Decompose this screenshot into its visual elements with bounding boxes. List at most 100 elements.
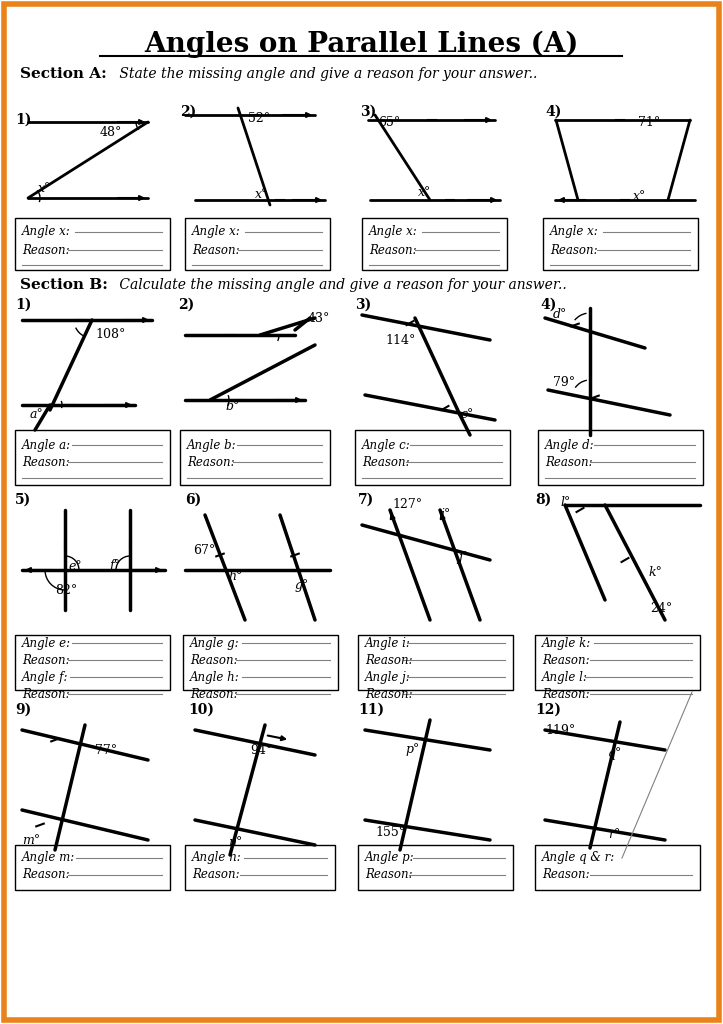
FancyBboxPatch shape [538, 430, 703, 485]
Text: Reason:: Reason: [369, 244, 416, 256]
Text: 71°: 71° [638, 117, 660, 129]
Text: Reason:: Reason: [22, 653, 69, 667]
Text: x°: x° [255, 188, 268, 202]
Text: d°: d° [553, 308, 568, 322]
Text: Reason:: Reason: [192, 244, 239, 256]
Text: l°: l° [560, 497, 570, 510]
Text: Angle n:: Angle n: [192, 852, 241, 864]
Text: Angle f:: Angle f: [22, 671, 69, 683]
Text: Reason:: Reason: [542, 868, 590, 882]
Text: Section A:: Section A: [20, 67, 107, 81]
Text: Reason:: Reason: [365, 687, 413, 700]
Text: Angle m:: Angle m: [22, 852, 75, 864]
Text: m°: m° [22, 834, 40, 847]
Text: 67°: 67° [193, 544, 215, 556]
Text: 2): 2) [180, 105, 196, 119]
Text: Angle b:: Angle b: [187, 438, 236, 452]
Text: Reason:: Reason: [542, 687, 590, 700]
Text: 5): 5) [15, 493, 31, 507]
Text: f°: f° [110, 559, 121, 572]
Text: Angle j:: Angle j: [365, 671, 411, 683]
Text: State the missing angle and give a reason for your answer..: State the missing angle and give a reaso… [115, 67, 537, 81]
Text: c°: c° [460, 409, 474, 422]
Text: 11): 11) [358, 703, 384, 717]
Text: Angle h:: Angle h: [190, 671, 240, 683]
FancyBboxPatch shape [543, 218, 698, 270]
Text: Angles on Parallel Lines (A): Angles on Parallel Lines (A) [144, 31, 578, 57]
Text: Angle e:: Angle e: [22, 637, 71, 649]
Text: a°: a° [30, 409, 44, 422]
Text: Section B:: Section B: [20, 278, 108, 292]
Text: 24°: 24° [650, 601, 672, 614]
Text: 1): 1) [15, 298, 31, 312]
FancyBboxPatch shape [183, 635, 338, 690]
FancyBboxPatch shape [362, 218, 507, 270]
Text: 108°: 108° [95, 329, 125, 341]
Text: Angle g:: Angle g: [190, 637, 239, 649]
Text: Angle c:: Angle c: [362, 438, 411, 452]
FancyBboxPatch shape [15, 430, 170, 485]
Text: 10): 10) [188, 703, 214, 717]
Text: Angle x:: Angle x: [22, 225, 71, 239]
Text: 48°: 48° [100, 126, 122, 138]
Text: 79°: 79° [553, 377, 575, 389]
Text: Reason:: Reason: [22, 456, 69, 469]
Text: n°: n° [228, 837, 242, 850]
Text: e°: e° [68, 559, 82, 572]
Text: 82°: 82° [55, 584, 77, 597]
Text: q°: q° [608, 746, 623, 760]
Text: Reason:: Reason: [22, 244, 69, 256]
Text: p°: p° [405, 743, 419, 757]
Text: Reason:: Reason: [545, 456, 593, 469]
Text: x°: x° [418, 185, 431, 199]
FancyBboxPatch shape [358, 635, 513, 690]
Text: Reason:: Reason: [365, 868, 413, 882]
FancyBboxPatch shape [15, 845, 170, 890]
FancyBboxPatch shape [185, 845, 335, 890]
FancyBboxPatch shape [180, 430, 330, 485]
Text: 119°: 119° [545, 724, 576, 736]
Text: Angle i:: Angle i: [365, 637, 411, 649]
Text: Reason:: Reason: [22, 687, 69, 700]
Text: Reason:: Reason: [190, 687, 238, 700]
Text: x°: x° [633, 189, 646, 203]
Text: Angle x:: Angle x: [550, 225, 599, 239]
Text: b°: b° [225, 400, 239, 414]
FancyBboxPatch shape [15, 218, 170, 270]
Text: Reason:: Reason: [190, 653, 238, 667]
Text: Reason:: Reason: [192, 868, 239, 882]
Text: Angle x:: Angle x: [369, 225, 418, 239]
Text: 114°: 114° [385, 334, 416, 346]
Text: Reason:: Reason: [187, 456, 235, 469]
Text: 4): 4) [545, 105, 561, 119]
Text: 1): 1) [15, 113, 31, 127]
Text: 9): 9) [15, 703, 31, 717]
Text: 2): 2) [178, 298, 194, 312]
Text: 77°: 77° [95, 743, 117, 757]
Text: 12): 12) [535, 703, 561, 717]
Text: Angle p:: Angle p: [365, 852, 414, 864]
Text: 7): 7) [358, 493, 375, 507]
Text: Calculate the missing angle and give a reason for your answer..: Calculate the missing angle and give a r… [115, 278, 567, 292]
Text: 3): 3) [360, 105, 376, 119]
Text: Reason:: Reason: [365, 653, 413, 667]
Text: Angle a:: Angle a: [22, 438, 71, 452]
Text: k°: k° [648, 566, 662, 580]
Text: Reason:: Reason: [362, 456, 410, 469]
Text: Angle q & r:: Angle q & r: [542, 852, 615, 864]
Text: Angle x:: Angle x: [192, 225, 241, 239]
FancyBboxPatch shape [4, 4, 719, 1020]
Text: 43°: 43° [308, 311, 330, 325]
Text: Reason:: Reason: [22, 868, 69, 882]
FancyBboxPatch shape [535, 635, 700, 690]
Text: 127°: 127° [392, 499, 422, 512]
FancyBboxPatch shape [535, 845, 700, 890]
Text: 3): 3) [355, 298, 371, 312]
Text: r°: r° [608, 828, 620, 842]
Text: 65°: 65° [378, 117, 401, 129]
Text: h°: h° [228, 570, 242, 584]
Text: Angle d:: Angle d: [545, 438, 594, 452]
Text: 94°: 94° [250, 743, 273, 757]
Text: 155°: 155° [375, 826, 405, 840]
FancyBboxPatch shape [15, 635, 170, 690]
